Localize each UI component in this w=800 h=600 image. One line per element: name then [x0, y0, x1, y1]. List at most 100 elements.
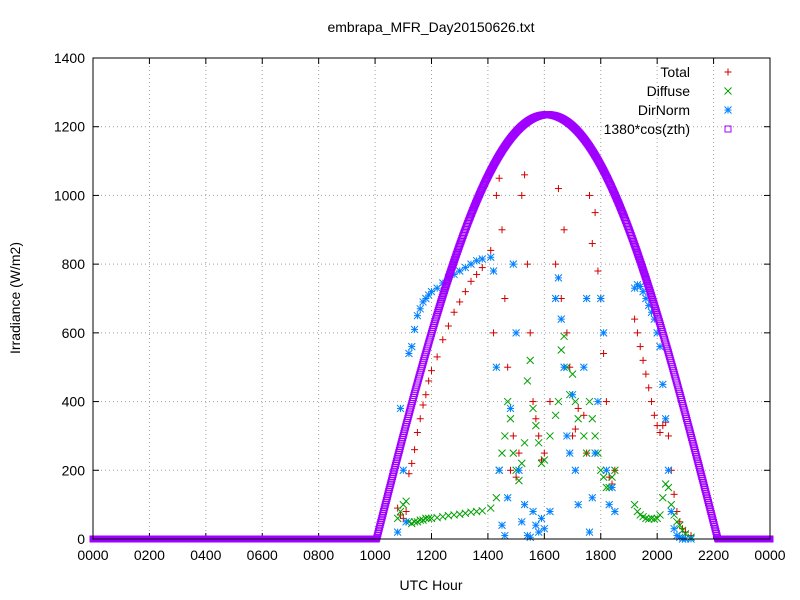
- data-point: [642, 514, 650, 523]
- data-point: [377, 518, 385, 526]
- data-point: [529, 398, 537, 406]
- data-point: [707, 510, 715, 518]
- y-tick-label: 400: [62, 394, 86, 410]
- data-point: [706, 503, 714, 511]
- data-point: [391, 464, 399, 472]
- data-point: [383, 492, 391, 500]
- data-point: [557, 315, 566, 323]
- data-point: [379, 510, 387, 518]
- data-point: [670, 524, 678, 533]
- data-point: [563, 432, 571, 440]
- data-point: [696, 466, 704, 474]
- data-point: [709, 516, 717, 524]
- data-point: [424, 514, 433, 523]
- data-point: [605, 500, 614, 509]
- data-point: [425, 377, 433, 385]
- data-point: [467, 260, 475, 268]
- data-point: [396, 507, 405, 516]
- data-point: [600, 349, 608, 357]
- y-tick-label: 0: [77, 531, 85, 547]
- x-tick-label: 0400: [190, 547, 221, 563]
- data-point: [416, 415, 424, 423]
- data-point: [534, 528, 543, 536]
- data-point: [554, 397, 563, 406]
- legend-label: 1380*cos(zth): [604, 121, 690, 137]
- data-point: [710, 518, 718, 526]
- data-point: [517, 459, 526, 468]
- x-axis-label: UTC Hour: [399, 577, 462, 593]
- data-point: [650, 411, 658, 419]
- data-point: [501, 295, 509, 302]
- data-point: [648, 292, 656, 300]
- data-point: [506, 404, 515, 413]
- data-point: [554, 185, 562, 193]
- data-point: [704, 496, 712, 504]
- data-point: [535, 432, 543, 440]
- data-point: [439, 292, 447, 300]
- data-point: [427, 287, 436, 296]
- data-point: [644, 281, 652, 289]
- data-point: [579, 432, 588, 440]
- data-point: [492, 493, 501, 502]
- data-point: [667, 507, 676, 516]
- data-point: [393, 514, 402, 523]
- data-point: [700, 481, 708, 489]
- data-point: [438, 296, 446, 304]
- data-point: [389, 472, 397, 480]
- plot-frame: [92, 57, 771, 540]
- data-point: [695, 462, 703, 470]
- data-point: [422, 391, 430, 399]
- y-axis-label: Irradiance (W/m2): [7, 242, 23, 354]
- data-point: [602, 466, 611, 475]
- data-point: [467, 277, 475, 285]
- data-point: [702, 488, 710, 496]
- data-point: [588, 493, 597, 502]
- data-point: [591, 432, 599, 440]
- series-2: [393, 253, 695, 543]
- data-point: [642, 294, 650, 303]
- data-point: [645, 283, 653, 291]
- data-point: [599, 473, 608, 482]
- data-point: [509, 432, 517, 440]
- data-point: [648, 294, 656, 302]
- data-point: [645, 285, 653, 293]
- data-point: [594, 267, 602, 275]
- data-point: [551, 294, 560, 303]
- data-point: [389, 470, 397, 478]
- data-point: [645, 384, 653, 392]
- data-point: [495, 174, 503, 182]
- data-point: [560, 226, 568, 234]
- data-point: [381, 503, 389, 511]
- data-point: [526, 329, 534, 337]
- data-point: [408, 459, 416, 467]
- x-tick-label: 1400: [472, 547, 503, 563]
- data-point: [588, 240, 596, 248]
- data-point: [428, 367, 435, 375]
- data-point: [512, 329, 520, 337]
- data-point: [456, 298, 464, 306]
- data-point: [552, 260, 560, 268]
- data-point: [675, 521, 684, 530]
- data-point: [473, 270, 481, 278]
- data-point: [509, 449, 518, 457]
- data-point: [574, 414, 583, 423]
- data-point: [478, 264, 486, 272]
- data-point: [703, 494, 711, 502]
- data-point: [588, 414, 597, 423]
- data-point: [384, 490, 392, 498]
- data-point: [664, 432, 672, 440]
- data-point: [413, 311, 422, 320]
- data-point: [478, 506, 487, 515]
- data-point: [388, 475, 396, 483]
- data-point: [381, 501, 389, 509]
- data-point: [647, 290, 655, 298]
- data-point: [611, 507, 619, 516]
- x-tick-label: 0000: [754, 547, 785, 563]
- data-point: [520, 500, 529, 509]
- data-point: [670, 490, 678, 498]
- data-point: [658, 380, 667, 389]
- data-point: [478, 255, 487, 263]
- data-point: [571, 397, 580, 406]
- data-point: [487, 246, 495, 254]
- data-point: [517, 517, 526, 526]
